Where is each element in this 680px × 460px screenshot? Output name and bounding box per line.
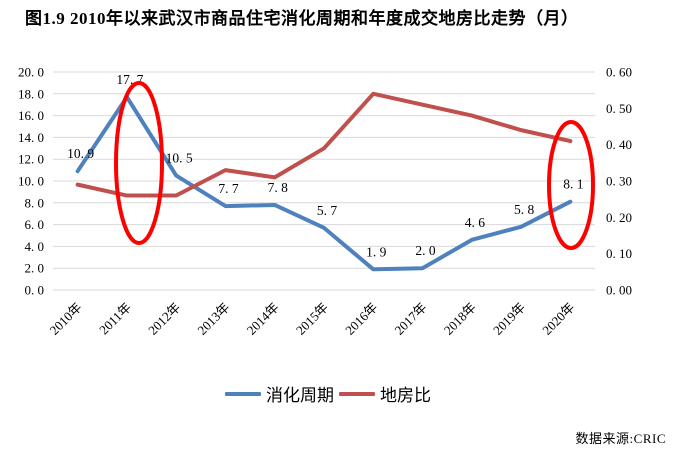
right-axis-tick-label: 0. 50	[606, 101, 632, 116]
annotation-ellipse-2011年	[114, 81, 164, 245]
x-axis-tick-label: 2016年	[342, 300, 380, 338]
x-axis-tick-label: 2013年	[194, 300, 232, 338]
data-labels: 10. 917. 710. 57. 7 7. 85. 71. 9 2. 04. 65…	[67, 72, 583, 259]
left-axis-tick-label: 18. 0	[18, 86, 44, 101]
x-axis-ticks: 2010年 2011年 2012年 2013年 2014年 2015年 2016年 2017年…	[47, 300, 578, 338]
x-axis-tick-label: 2010年	[47, 300, 85, 338]
left-axis-tick-label: 20. 0	[18, 65, 44, 80]
legend-label: 地房比	[380, 386, 431, 405]
left-axis-tick-label: 0. 0	[25, 283, 45, 298]
legend-line-swatch	[339, 391, 375, 396]
data-label: 10. 9	[67, 146, 94, 161]
right-axis-tick-label: 0. 40	[606, 137, 632, 152]
legend-label: 消化周期	[266, 386, 334, 405]
right-axis-ticks: 0. 00 0. 10 0. 20 0. 30 0. 40 0. 50 0. 60	[606, 65, 632, 298]
x-axis-tick-label: 2018年	[441, 300, 479, 338]
legend-item-land-house-ratio: 地房比	[339, 381, 431, 406]
figure-title: 图1.9 2010年以来武汉市商品住宅消化周期和年度成交地房比走势（月）	[25, 9, 579, 28]
x-axis-tick-label: 2020年	[539, 300, 577, 338]
data-label: 4. 6	[465, 215, 486, 230]
x-axis-tick-label: 2015年	[293, 300, 331, 338]
legend-item-digestion-cycle: 消化周期	[225, 381, 334, 406]
data-label: 1. 9	[366, 244, 387, 259]
data-label: 5. 8	[514, 202, 535, 217]
annotation-ellipse-2020年	[547, 120, 595, 250]
data-label: 8. 1	[563, 177, 583, 192]
left-axis-tick-label: 6. 0	[25, 217, 45, 232]
right-axis-tick-label: 0. 10	[606, 246, 632, 261]
left-axis-tick-label: 16. 0	[18, 108, 44, 123]
land-house-ratio-line	[75, 91, 573, 198]
right-axis-tick-label: 0. 60	[606, 65, 632, 80]
right-axis-tick-label: 0. 00	[606, 283, 632, 298]
left-axis-tick-label: 2. 0	[25, 261, 45, 276]
legend-line-swatch	[225, 391, 261, 396]
left-axis-tick-label: 12. 0	[18, 152, 44, 167]
data-label: 2. 0	[415, 243, 436, 258]
right-axis-tick-label: 0. 20	[606, 210, 632, 225]
data-label: 10. 5	[166, 151, 193, 166]
data-label: 7. 8	[268, 180, 289, 195]
x-axis-tick-label: 2017年	[391, 300, 429, 338]
left-axis-tick-label: 8. 0	[25, 195, 45, 210]
left-axis-tick-label: 10. 0	[18, 174, 44, 189]
x-axis-tick-label: 2019年	[490, 300, 528, 338]
x-axis-tick-label: 2012年	[145, 300, 183, 338]
left-axis-tick-label: 4. 0	[25, 239, 45, 254]
left-axis-tick-label: 14. 0	[18, 130, 44, 145]
x-axis-tick-label: 2011年	[96, 300, 134, 338]
data-label: 7. 7	[218, 181, 239, 196]
legend: 消化周期 地房比	[0, 381, 656, 406]
gridlines	[53, 71, 595, 291]
right-axis-tick-label: 0. 30	[606, 174, 632, 189]
left-axis-ticks: 0. 0 2. 0 4. 0 6. 0 8. 0 10. 0 12. 0 14. 0 16. 0…	[18, 65, 44, 298]
data-label: 5. 7	[317, 203, 338, 218]
x-axis-tick-label: 2014年	[244, 300, 282, 338]
source-note: 数据来源:CRIC	[575, 431, 666, 446]
